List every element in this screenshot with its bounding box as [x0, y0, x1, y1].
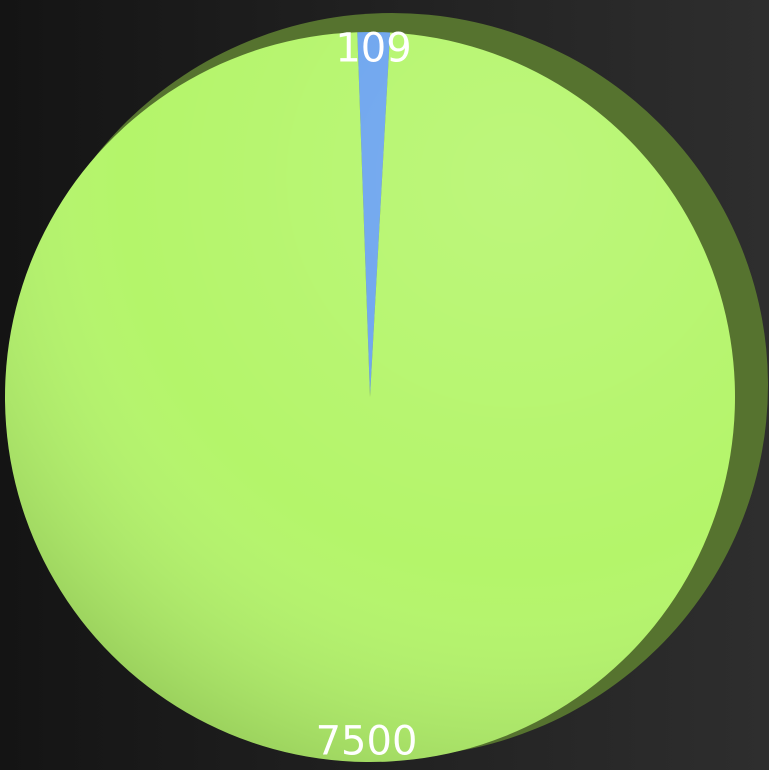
data-label: 109 — [335, 25, 411, 71]
data-label: 7500 — [316, 719, 418, 765]
pie — [4, 32, 736, 763]
labels: 109 7500 — [316, 25, 418, 764]
